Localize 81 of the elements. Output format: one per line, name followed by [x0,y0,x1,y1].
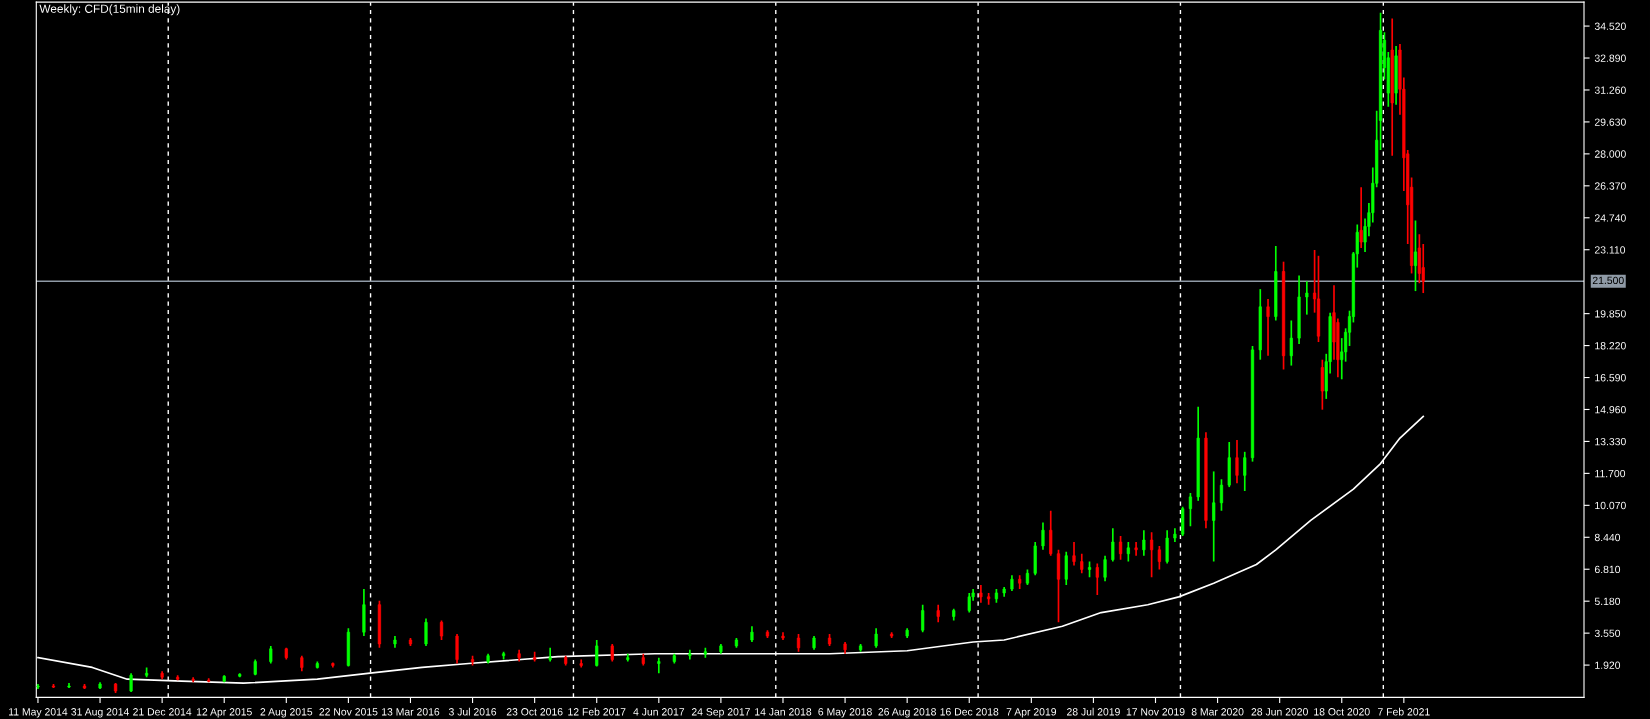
x-tick-label: 22 Nov 2015 [319,708,378,716]
candlestick [921,603,925,633]
candlestick [1266,298,1270,357]
candlestick [1064,550,1068,586]
x-tick-label: 14 Jan 2018 [755,708,812,716]
x-tick-label: 11 May 2014 [9,708,68,718]
x-tick-label: 28 Jul 2019 [1067,707,1120,716]
y-tick-label: 34.520 [1594,22,1626,30]
x-tick-label: 7 Apr 2019 [1006,708,1057,718]
y-tick-label: 31.260 [1594,86,1626,94]
candlestick [1072,541,1076,567]
ref-line-label: 21.500 [1592,276,1624,285]
candlestick [1049,509,1053,557]
candlestick [1095,562,1099,596]
candlestick [1320,358,1324,411]
candlestick [874,627,878,649]
candlestick [1219,478,1224,512]
y-tick-label: 28.000 [1594,150,1626,158]
y-tick-label: 3.550 [1594,629,1621,638]
x-tick-label: 16 Dec 2018 [940,708,999,716]
x-tick-label: 12 Feb 2017 [568,707,626,716]
x-tick-label: 21 Dec 2014 [133,708,192,716]
y-tick-label: 5.180 [1594,597,1621,606]
x-tick-label: 12 Apr 2015 [196,708,252,718]
x-tick-label: 23 Oct 2016 [506,708,563,716]
x-tick-label: 17 Nov 2019 [1126,708,1185,716]
candlestick [1188,492,1193,528]
y-tick-label: 26.370 [1594,182,1626,190]
y-tick-label: 13.330 [1595,437,1626,446]
candlestick [424,617,428,647]
y-tick-label: 11.700 [1595,469,1626,478]
candlestick [1080,552,1084,575]
y-tick-label: 1.920 [1595,661,1621,669]
y-tick-label: 8.440 [1594,533,1621,542]
y-tick-label: 23.110 [1594,246,1626,254]
y-tick-label: 19.850 [1595,310,1626,318]
y-tick-label: 14.960 [1595,405,1626,414]
chart-title: Weekly: CFD(15min delay) [39,4,180,16]
y-tick-label: 18.220 [1595,342,1626,350]
candlestick [1212,470,1216,563]
x-tick-label: 8 Mar 2020 [1191,708,1244,716]
candlestick [1243,450,1247,492]
candlestick [1359,186,1363,249]
x-tick-label: 3 Jul 2016 [448,707,497,716]
y-tick-label: 16.590 [1595,374,1626,382]
candlestick [548,647,552,663]
candlestick [439,619,444,641]
candlestick [455,633,459,665]
candlestick [1289,319,1293,367]
x-tick-label: 2 Aug 2015 [260,708,313,718]
candlestick [657,656,661,675]
candlestick [1118,535,1123,561]
x-tick-label: 26 Aug 2018 [878,708,936,718]
candlestick [1126,541,1130,563]
candlestick [1235,439,1239,485]
x-tick-label: 13 Mar 2016 [382,708,440,716]
y-tick-label: 10.070 [1595,501,1626,510]
candlestick [1305,280,1309,316]
candlestick [1142,529,1146,557]
candlestick [1157,545,1161,571]
y-tick-label: 24.740 [1594,214,1626,222]
y-tick-label: 29.630 [1594,118,1626,126]
x-tick-label: 6 May 2018 [818,708,872,718]
y-tick-label: 32.890 [1594,54,1626,62]
x-tick-label: 18 Oct 2020 [1314,708,1370,716]
candlestick [1111,527,1115,563]
x-tick-label: 24 Sep 2017 [691,708,750,718]
x-tick-label: 31 Aug 2014 [71,708,129,718]
candlestick [1413,219,1418,292]
x-tick-label: 4 Jun 2017 [633,708,685,716]
candlestick [1165,529,1169,565]
candlestick [1150,531,1154,579]
y-tick-label: 6.810 [1594,565,1621,574]
x-tick-label: 28 Jun 2020 [1251,708,1308,716]
x-tick-label: 7 Feb 2021 [1378,707,1430,716]
candlestick [1041,521,1045,551]
candlestick [1134,541,1138,557]
candlestick [129,672,133,693]
candlestick [967,592,971,614]
candlestick [1103,554,1107,583]
candlestick [595,639,599,668]
